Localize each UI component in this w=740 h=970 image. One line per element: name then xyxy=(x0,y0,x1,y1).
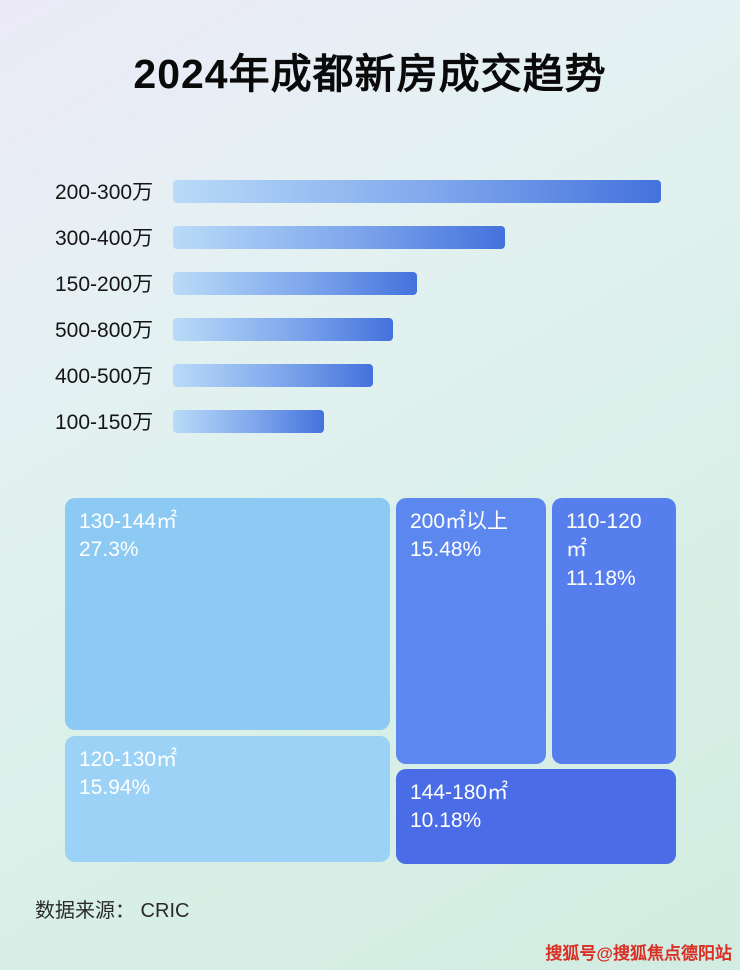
treemap-value: 27.3% xyxy=(79,538,139,562)
area-treemap: 130-144㎡ 27.3% 120-130㎡ 15.94% 200㎡以上 15… xyxy=(65,498,676,866)
bar-row: 150-200万 xyxy=(0,260,740,306)
treemap-value: 11.18% xyxy=(566,566,636,590)
treemap-box: 200㎡以上 15.48% xyxy=(396,498,546,764)
treemap-box: 144-180㎡ 10.18% xyxy=(396,769,676,864)
treemap-box: 130-144㎡ 27.3% xyxy=(65,498,390,730)
bar-label: 100-150万 xyxy=(55,411,154,434)
bar-label: 500-800万 xyxy=(55,319,154,342)
bar-row: 100-150万 xyxy=(0,398,740,444)
treemap-value: 10.18% xyxy=(410,809,482,833)
bar xyxy=(173,271,417,295)
treemap-value: 15.94% xyxy=(79,776,151,800)
bar-row: 200-300万 xyxy=(0,168,740,214)
bar-label: 400-500万 xyxy=(55,365,154,388)
bar-track xyxy=(173,363,661,387)
bar xyxy=(173,225,505,249)
treemap-label: 144-180㎡ xyxy=(410,781,509,804)
bar-track xyxy=(173,179,661,203)
bar-label: 300-400万 xyxy=(55,227,154,250)
bar-track xyxy=(173,225,661,249)
watermark: 搜狐号@搜狐焦点德阳站 xyxy=(545,944,732,963)
data-source: 数据来源： CRIC xyxy=(35,900,190,922)
bar-track xyxy=(173,409,661,433)
bar xyxy=(173,363,374,387)
price-bar-chart: 200-300万 300-400万 150-200万 500-800万 400-… xyxy=(0,168,740,444)
bar-label: 200-300万 xyxy=(55,181,154,204)
bar-label: 150-200万 xyxy=(55,273,154,296)
bar-row: 500-800万 xyxy=(0,306,740,352)
treemap-label: 200㎡以上 xyxy=(410,510,509,533)
treemap-label: 120-130㎡ xyxy=(79,748,178,771)
treemap-box: 110-120㎡ 11.18% xyxy=(552,498,676,764)
bar xyxy=(173,317,393,341)
treemap-label: 110-120㎡ xyxy=(566,510,642,562)
bar-row: 300-400万 xyxy=(0,214,740,260)
bar-track xyxy=(173,271,661,295)
treemap-label: 130-144㎡ xyxy=(79,510,178,533)
bar xyxy=(173,409,325,433)
treemap-value: 15.48% xyxy=(410,538,482,562)
bar-row: 400-500万 xyxy=(0,352,740,398)
page-title: 2024年成都新房成交趋势 xyxy=(133,51,607,97)
bar-track xyxy=(173,317,661,341)
treemap-box: 120-130㎡ 15.94% xyxy=(65,736,390,862)
bar xyxy=(173,179,661,203)
